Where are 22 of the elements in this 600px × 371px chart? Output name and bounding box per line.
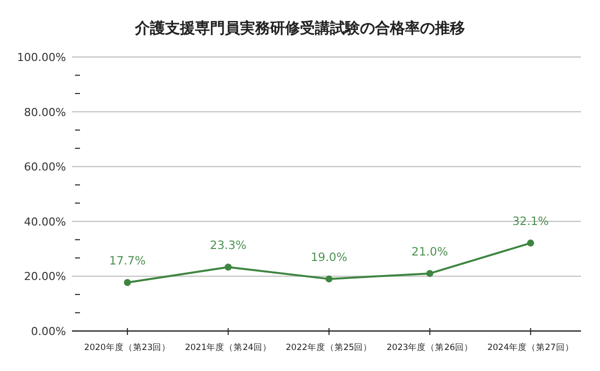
y-tick-label: 80.00%: [24, 106, 66, 119]
x-tick-label: 2024年度（第27回）: [487, 342, 574, 353]
y-tick-label: 60.00%: [24, 160, 66, 174]
point: [426, 270, 434, 277]
point: [326, 275, 332, 282]
data-label: 19.0%: [310, 250, 348, 264]
y-tick-label: 100.00%: [17, 51, 66, 64]
y-tick-label: 0.00%: [31, 325, 66, 338]
x-tick-label: 2022年度（第25回）: [286, 342, 372, 353]
data-label: 32.1%: [512, 214, 549, 228]
point: [224, 264, 232, 271]
point: [124, 279, 131, 286]
point: [527, 240, 534, 247]
y-tick-label: 40.00%: [24, 215, 66, 228]
y-tick-label: 20.00%: [24, 270, 66, 284]
data-label: 23.3%: [210, 238, 247, 252]
x-tick-label: 2020年度（第23回）: [84, 342, 171, 353]
data-label: 21.0%: [412, 244, 448, 258]
data-label: 17.7%: [109, 254, 146, 268]
chart-title: 介護支援専門員実務研修受講試験の合格率の推移: [134, 19, 465, 37]
x-tick-label: 2021年度（第24回）: [184, 342, 272, 353]
x-tick-label: 2023年度（第26回）: [386, 342, 474, 353]
